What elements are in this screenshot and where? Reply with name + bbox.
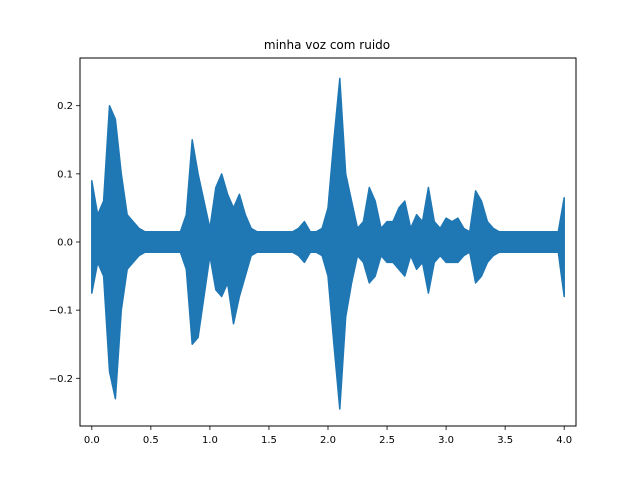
y-tick-label: −0.2 [49,374,73,385]
x-tick-label: 1.0 [202,435,218,446]
x-tick-label: 1.5 [261,435,277,446]
x-tick-label: 0.5 [143,435,159,446]
x-tick-label: 3.0 [438,435,454,446]
y-tick-label: 0.0 [57,238,73,249]
x-tick-label: 2.0 [320,435,336,446]
x-tick-label: 4.0 [556,435,572,446]
x-tick-label: 2.5 [379,435,395,446]
x-axis: 0.0 0.5 1.0 1.5 2.0 2.5 3.0 3.5 4.0 [84,426,572,446]
y-tick-label: 0.1 [57,169,73,180]
x-tick-label: 0.0 [84,435,100,446]
y-axis: −0.2 −0.1 0.0 0.1 0.2 [49,101,80,385]
series-0-waveform [91,77,565,410]
y-tick-label: −0.1 [49,306,73,317]
x-tick-label: 3.5 [497,435,513,446]
y-tick-label: 0.2 [57,101,73,112]
plot-area [91,77,565,410]
chart-title: minha voz com ruido [264,38,390,52]
